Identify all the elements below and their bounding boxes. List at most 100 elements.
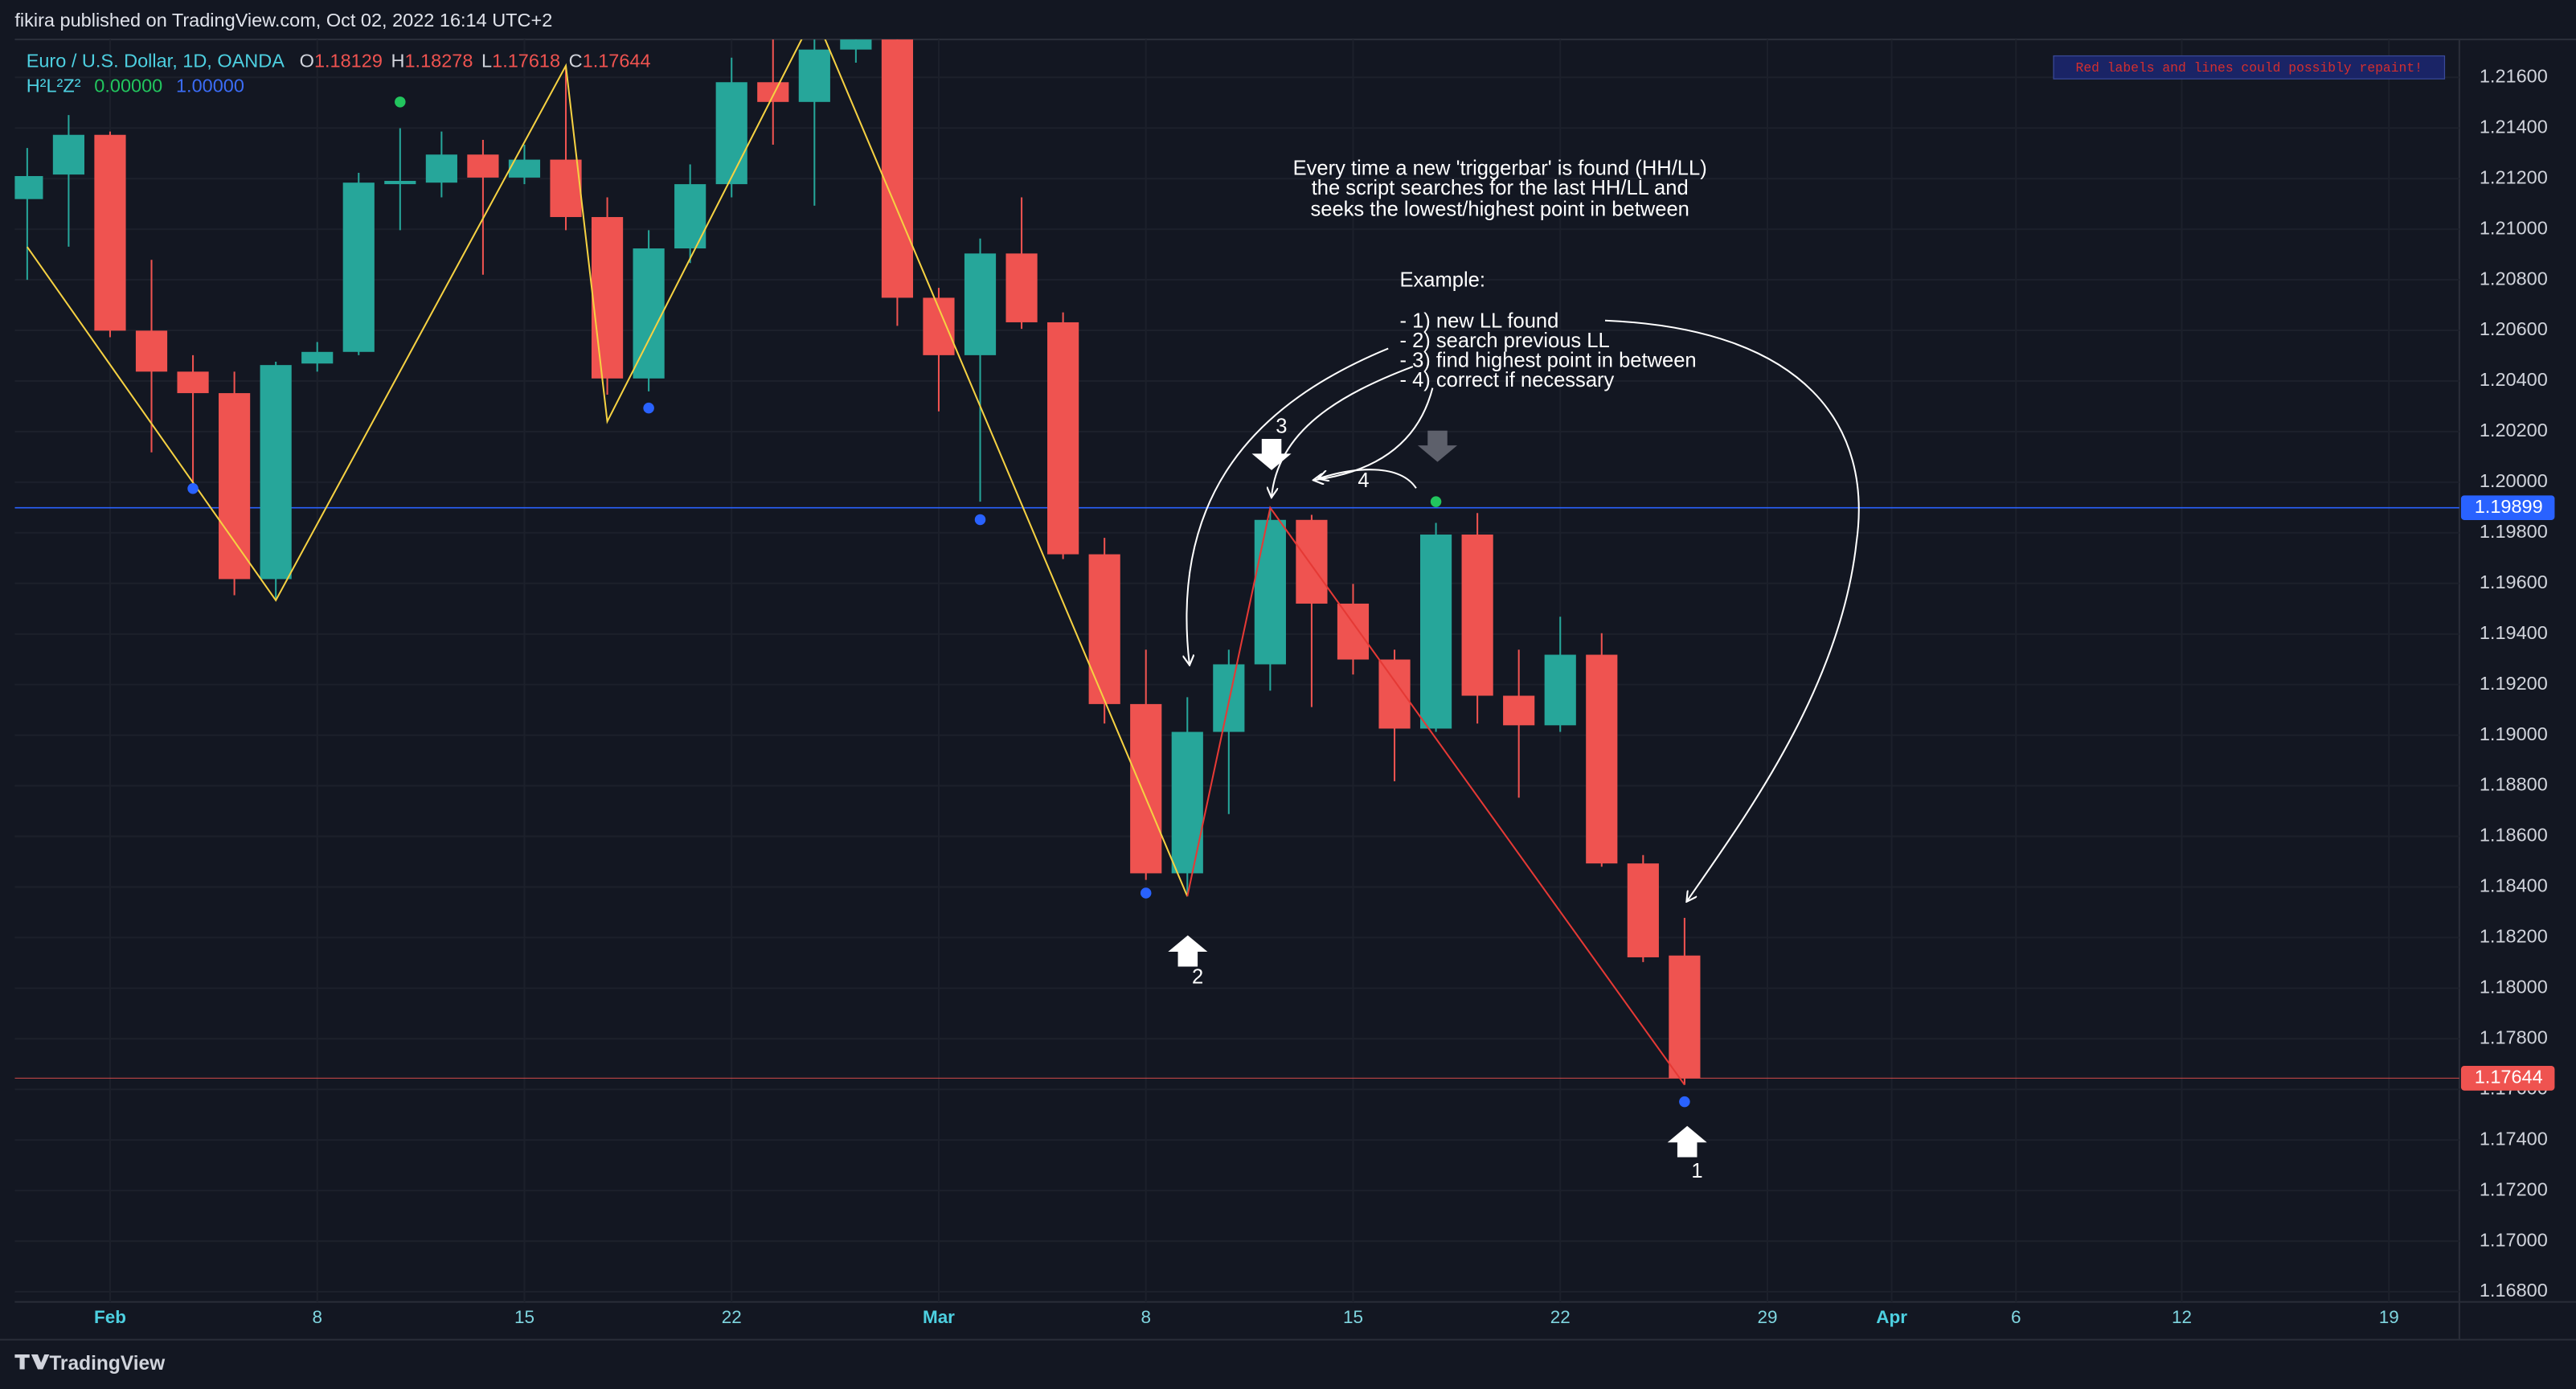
y-tick-label: 1.21200 bbox=[2480, 166, 2548, 187]
annotation-arrows bbox=[1186, 319, 1860, 901]
candle-body bbox=[633, 248, 665, 379]
x-tick-label: 12 bbox=[2172, 1307, 2192, 1327]
y-tick-label: 1.19000 bbox=[2480, 723, 2548, 744]
candle-body bbox=[964, 253, 997, 355]
y-tick-label: 1.20800 bbox=[2480, 268, 2548, 289]
ohlc-value: 1.17618 bbox=[492, 51, 560, 72]
candle-body bbox=[1337, 603, 1370, 660]
repaint-warning: Red labels and lines could possibly repa… bbox=[2076, 60, 2422, 76]
candle-body bbox=[715, 82, 747, 185]
x-tick-label: 8 bbox=[1141, 1307, 1150, 1327]
x-tick-label: 22 bbox=[722, 1307, 742, 1327]
zigzag-line bbox=[27, 39, 1189, 897]
marker-label: 3 bbox=[1276, 415, 1287, 437]
y-tick-label: 1.21000 bbox=[2480, 217, 2548, 238]
down-arrow bbox=[1251, 439, 1292, 470]
candle-body bbox=[1088, 554, 1120, 704]
candle-body bbox=[674, 184, 706, 249]
candle-body bbox=[260, 365, 292, 580]
pivot-dot bbox=[1430, 496, 1442, 507]
candle-body bbox=[384, 181, 416, 185]
brand-logo bbox=[14, 1354, 50, 1370]
candle-body bbox=[52, 134, 85, 175]
last-price-box bbox=[2460, 1066, 2555, 1091]
curved-arrow bbox=[1319, 469, 1417, 489]
curved-arrow bbox=[1314, 387, 1434, 481]
x-tick-label: Mar bbox=[923, 1307, 955, 1327]
curved-arrow bbox=[1186, 347, 1389, 665]
candle-body bbox=[1005, 253, 1038, 322]
y-tick-label: 1.19400 bbox=[2480, 622, 2548, 643]
up-arrow bbox=[1168, 935, 1208, 967]
annotation-note: the script searches for the last HH/LL a… bbox=[1312, 177, 1689, 199]
indicator-value: 0.00000 bbox=[94, 76, 162, 96]
y-tick-label: 1.21600 bbox=[2480, 65, 2548, 86]
candle-body bbox=[1544, 654, 1576, 726]
symbol: Euro / U.S. Dollar, 1D, OANDA bbox=[27, 51, 285, 72]
x-tick-label: 29 bbox=[1757, 1307, 1777, 1327]
y-tick-label: 1.20200 bbox=[2480, 420, 2548, 440]
candle-body bbox=[94, 134, 126, 331]
y-tick-label: 1.18400 bbox=[2480, 875, 2548, 896]
plot-area bbox=[14, 39, 2459, 1108]
x-tick-label: Apr bbox=[1876, 1307, 1907, 1327]
candle-body bbox=[1171, 731, 1203, 874]
y-tick-label: 1.17400 bbox=[2480, 1128, 2548, 1149]
marker-label: 2 bbox=[1192, 966, 1203, 989]
y-tick-label: 1.21400 bbox=[2480, 116, 2548, 137]
ohlc-value: 1.18129 bbox=[314, 51, 383, 72]
candle-body bbox=[1586, 654, 1618, 864]
pivot-dot bbox=[395, 96, 406, 108]
indicator-value: 1.00000 bbox=[176, 76, 244, 96]
ohlc-key: L bbox=[481, 51, 492, 72]
indicator-name: H²L²Z² bbox=[27, 76, 81, 96]
down-arrow bbox=[1417, 430, 1458, 462]
y-tick-label: 1.18200 bbox=[2480, 926, 2548, 947]
candle-body bbox=[135, 330, 168, 372]
candle-body bbox=[1461, 535, 1493, 696]
y-tick-label: 1.17200 bbox=[2480, 1178, 2548, 1199]
candle-body bbox=[591, 217, 624, 379]
y-tick-label: 1.16800 bbox=[2480, 1280, 2548, 1301]
candle-body bbox=[798, 49, 830, 102]
candle-body bbox=[1627, 863, 1659, 957]
y-tick-label: 1.20400 bbox=[2480, 369, 2548, 390]
pivot-dot bbox=[1140, 887, 1152, 899]
x-tick-label: 8 bbox=[312, 1307, 321, 1327]
y-tick-label: 1.19200 bbox=[2480, 673, 2548, 694]
example-step: - 1) new LL found bbox=[1399, 310, 1558, 333]
candle-body bbox=[1378, 659, 1411, 729]
example-title: Example: bbox=[1399, 268, 1485, 291]
pivot-dot bbox=[974, 514, 986, 526]
zigzag-line bbox=[1186, 506, 1685, 1086]
repaint-box bbox=[2053, 55, 2446, 80]
indicator-legend: H²L²Z² 0.00000 1.00000 bbox=[27, 76, 244, 96]
candle-body bbox=[881, 39, 914, 298]
level-price-label: 1.19899 bbox=[2475, 496, 2543, 517]
candle-body bbox=[1254, 519, 1286, 665]
y-tick-label: 1.20600 bbox=[2480, 318, 2548, 339]
candle-body bbox=[1047, 322, 1079, 555]
pivot-dot bbox=[187, 482, 199, 494]
candle-body bbox=[757, 82, 789, 102]
example-step: - 2) search previous LL bbox=[1399, 330, 1609, 352]
curved-arrow bbox=[1272, 366, 1414, 497]
ohlc-key: O bbox=[300, 51, 314, 72]
candle-body bbox=[1503, 695, 1535, 726]
candle-body bbox=[840, 39, 872, 50]
candle-body bbox=[342, 182, 375, 352]
y-tick-label: 1.17000 bbox=[2480, 1229, 2548, 1250]
candle-body bbox=[14, 176, 43, 199]
grid bbox=[14, 39, 2459, 1302]
candle-body bbox=[1669, 955, 1701, 1079]
y-tick-label: 1.18600 bbox=[2480, 825, 2548, 846]
x-tick-label: 15 bbox=[1343, 1307, 1363, 1327]
ohlc-value: 1.18278 bbox=[404, 51, 473, 72]
example-step: - 4) correct if necessary bbox=[1399, 369, 1614, 391]
brand: TradingView bbox=[49, 1353, 166, 1375]
curved-arrow bbox=[1604, 319, 1860, 901]
annotation-note: seeks the lowest/highest point in betwee… bbox=[1310, 199, 1689, 221]
